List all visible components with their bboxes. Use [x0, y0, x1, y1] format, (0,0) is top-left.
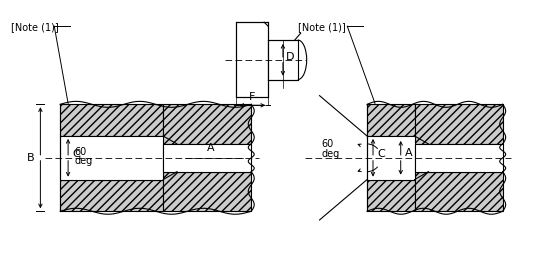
Text: [Note (1)]: [Note (1)]: [298, 22, 345, 32]
Text: 60: 60: [74, 147, 86, 157]
Bar: [367, 136, 415, 180]
Bar: [236, 22, 268, 97]
Bar: [163, 172, 251, 211]
Text: A: A: [207, 143, 214, 153]
Bar: [415, 104, 503, 144]
Text: F: F: [249, 92, 255, 102]
Text: [Note (1)]: [Note (1)]: [10, 22, 58, 32]
Text: C: C: [377, 149, 384, 159]
Text: deg: deg: [322, 149, 340, 159]
Bar: [367, 180, 415, 211]
Text: 60: 60: [322, 139, 334, 149]
Bar: [268, 40, 298, 79]
Bar: [415, 172, 503, 211]
Bar: [415, 144, 503, 172]
Bar: [163, 104, 251, 144]
Text: C: C: [72, 149, 80, 159]
Bar: [60, 180, 163, 211]
Bar: [367, 104, 415, 136]
Text: A: A: [405, 148, 412, 158]
Text: B: B: [27, 153, 35, 163]
Text: D: D: [286, 52, 294, 62]
Bar: [60, 136, 163, 180]
Text: deg: deg: [74, 156, 92, 166]
Bar: [163, 144, 251, 172]
Bar: [60, 104, 163, 136]
